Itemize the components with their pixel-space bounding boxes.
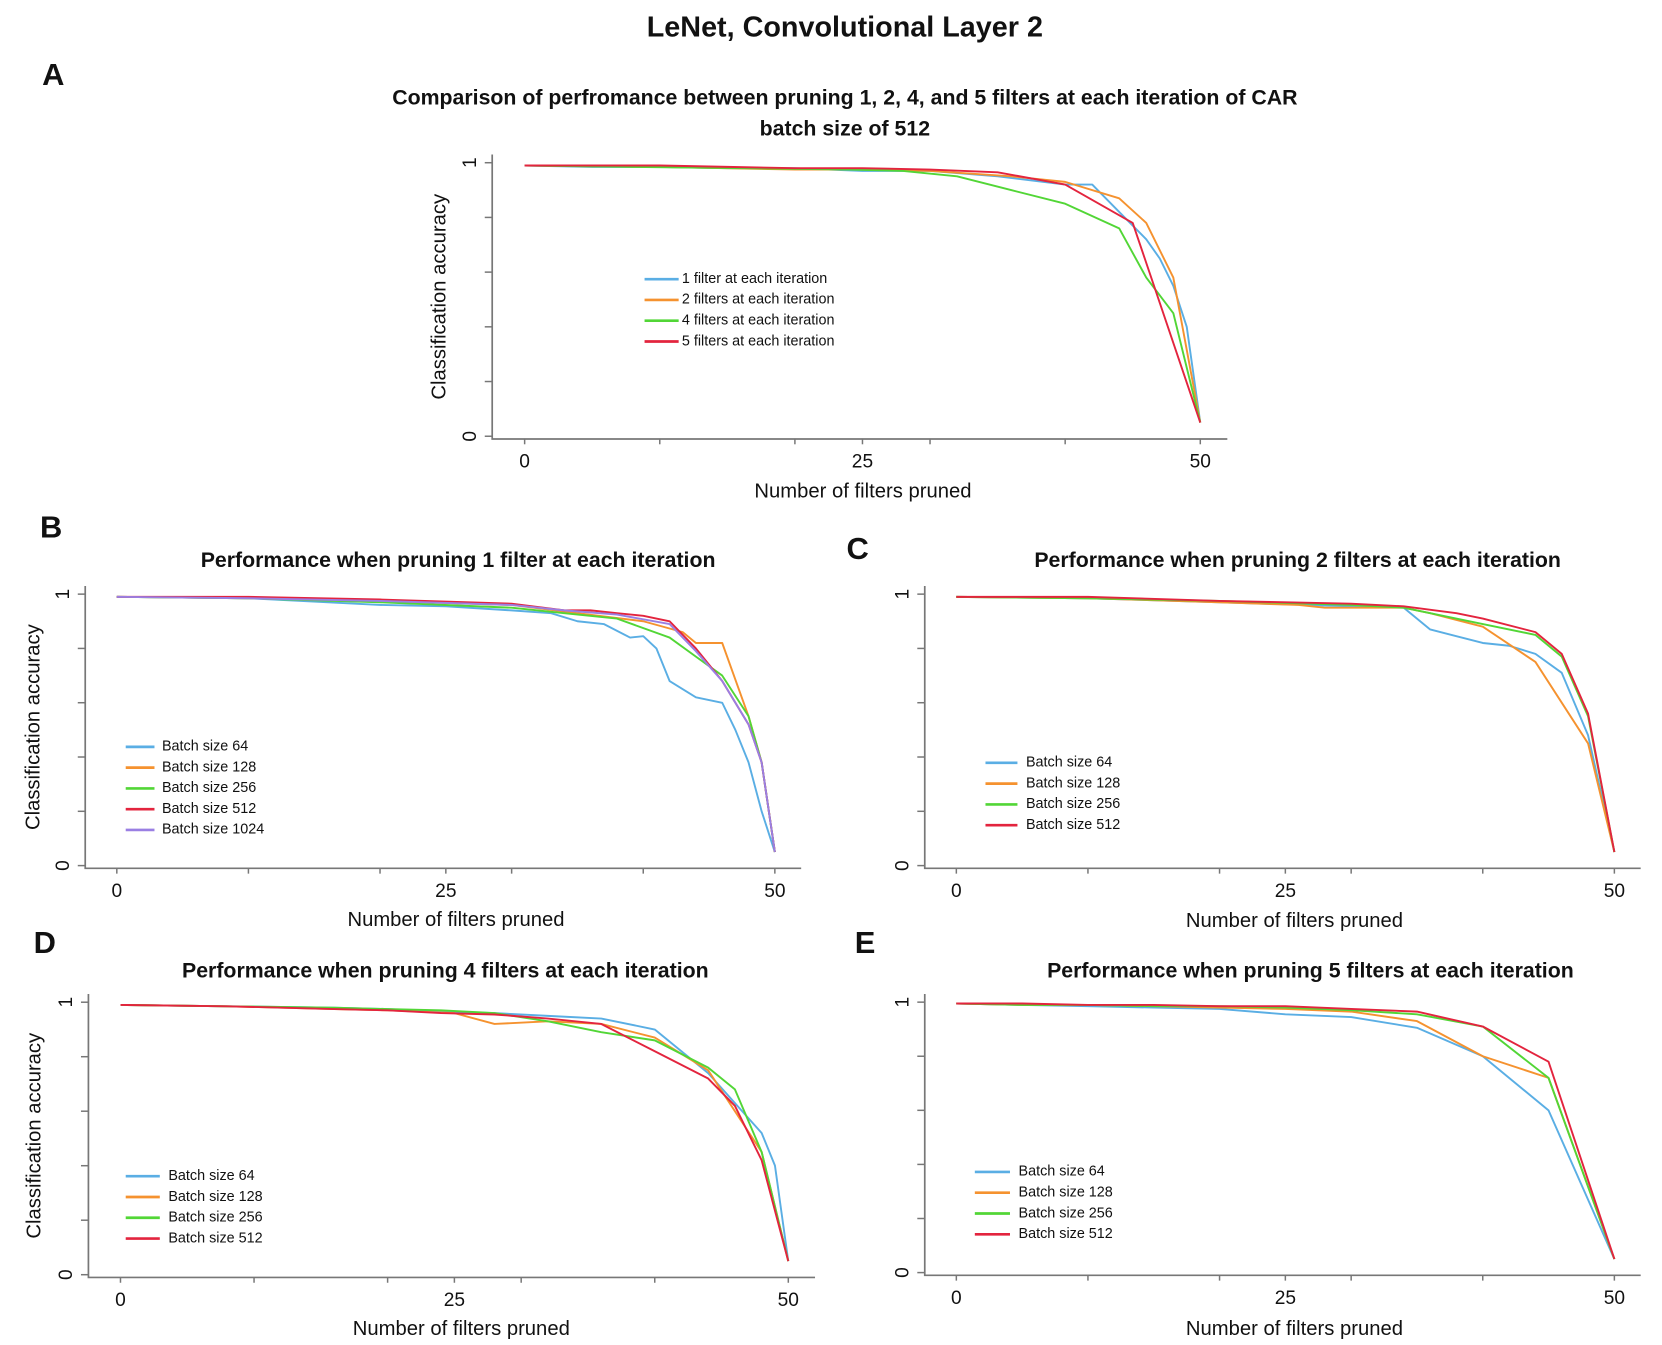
panel-letter: B: [40, 510, 62, 545]
y-tick-label: 0: [893, 1267, 914, 1278]
x-tick-label: 0: [951, 1288, 962, 1309]
legend-label: Batch size 64: [162, 739, 248, 755]
x-tick-label: 0: [951, 881, 962, 902]
x-tick-label: 0: [115, 1290, 126, 1311]
series-line: [956, 595, 1616, 853]
legend-label: Batch size 512: [1026, 817, 1120, 833]
y-tick-label: 1: [460, 157, 481, 168]
x-tick-label: 25: [1275, 1288, 1296, 1309]
x-axis-label: Number of filters pruned: [347, 909, 564, 931]
y-tick-label: 0: [56, 1269, 77, 1280]
y-tick-label: 1: [893, 589, 914, 600]
panel-subtitle: batch size of 512: [760, 117, 930, 141]
series-line: [120, 1003, 790, 1262]
panel-title: Comparison of perfromance between prunin…: [392, 86, 1297, 110]
legend-label: Batch size 512: [1019, 1226, 1113, 1242]
legend-label: Batch size 256: [1026, 796, 1120, 812]
legend-label: Batch size 64: [1019, 1164, 1105, 1180]
x-tick-label: 25: [1275, 881, 1296, 902]
legend-label: Batch size 128: [168, 1189, 262, 1205]
y-axis-label: Classification accuracy: [24, 1032, 46, 1239]
x-axis-label: Number of filters pruned: [353, 1318, 570, 1340]
legend-label: Batch size 128: [162, 759, 256, 775]
y-tick-label: 0: [53, 860, 74, 871]
series-line: [116, 595, 776, 853]
x-tick-label: 25: [444, 1290, 465, 1311]
panel-title: Performance when pruning 5 filters at ea…: [1047, 958, 1574, 982]
legend-label: Batch size 128: [1026, 775, 1120, 791]
legend-label: 4 filters at each iteration: [682, 313, 835, 329]
y-tick-label: 1: [53, 589, 74, 600]
x-axis-label: Number of filters pruned: [1186, 1318, 1403, 1340]
x-tick-label: 0: [111, 881, 122, 902]
legend-label: Batch size 64: [1026, 755, 1112, 771]
series-line: [956, 595, 1616, 853]
panel-letter: E: [855, 925, 876, 960]
y-tick-label: 0: [893, 860, 914, 871]
legend-label: Batch size 512: [168, 1230, 262, 1246]
legend-label: Batch size 1024: [162, 822, 264, 838]
panel-title: Performance when pruning 1 filter at eac…: [201, 548, 716, 572]
x-tick-label: 50: [1190, 451, 1211, 472]
axis-line: [491, 154, 1228, 440]
series-line: [524, 164, 1202, 423]
series-line: [956, 1002, 1616, 1260]
x-tick-label: 0: [519, 451, 530, 472]
x-tick-label: 25: [435, 881, 456, 902]
legend-label: 1 filter at each iteration: [682, 271, 827, 287]
y-tick-label: 1: [56, 997, 77, 1008]
x-tick-label: 50: [764, 881, 785, 902]
legend-label: 5 filters at each iteration: [682, 333, 835, 349]
panel-title: Performance when pruning 4 filters at ea…: [182, 958, 709, 982]
y-axis-label: Classification accuracy: [22, 623, 44, 830]
y-axis-label: Classification accuracy: [428, 193, 450, 400]
panel-letter: D: [34, 925, 56, 960]
x-tick-label: 50: [1604, 1288, 1625, 1309]
axis-line: [87, 994, 816, 1279]
axis-line: [923, 994, 1641, 1277]
x-tick-label: 50: [778, 1290, 799, 1311]
legend-label: Batch size 256: [162, 780, 256, 796]
legend-label: Batch size 256: [168, 1210, 262, 1226]
panel-letter: A: [42, 57, 64, 92]
x-axis-label: Number of filters pruned: [1186, 910, 1403, 932]
x-tick-label: 50: [1604, 881, 1625, 902]
series-line: [956, 595, 1616, 853]
x-axis-label: Number of filters pruned: [754, 481, 971, 503]
axis-line: [84, 585, 802, 870]
legend-label: Batch size 64: [168, 1168, 254, 1184]
legend-label: Batch size 128: [1019, 1185, 1113, 1201]
series-line: [120, 1003, 790, 1262]
x-tick-label: 25: [852, 451, 873, 472]
series-line: [116, 595, 776, 853]
figure-title: LeNet, Convolutional Layer 2: [647, 11, 1043, 43]
panel-letter: C: [846, 531, 868, 566]
y-tick-label: 0: [460, 431, 481, 442]
series-line: [524, 164, 1202, 423]
y-tick-label: 1: [893, 997, 914, 1008]
panel-title: Performance when pruning 2 filters at ea…: [1034, 548, 1561, 572]
legend-label: 2 filters at each iteration: [682, 292, 835, 308]
series-line: [956, 595, 1616, 853]
legend-label: Batch size 256: [1019, 1205, 1113, 1221]
axis-line: [923, 585, 1641, 870]
series-line: [116, 595, 776, 853]
legend-label: Batch size 512: [162, 801, 256, 817]
